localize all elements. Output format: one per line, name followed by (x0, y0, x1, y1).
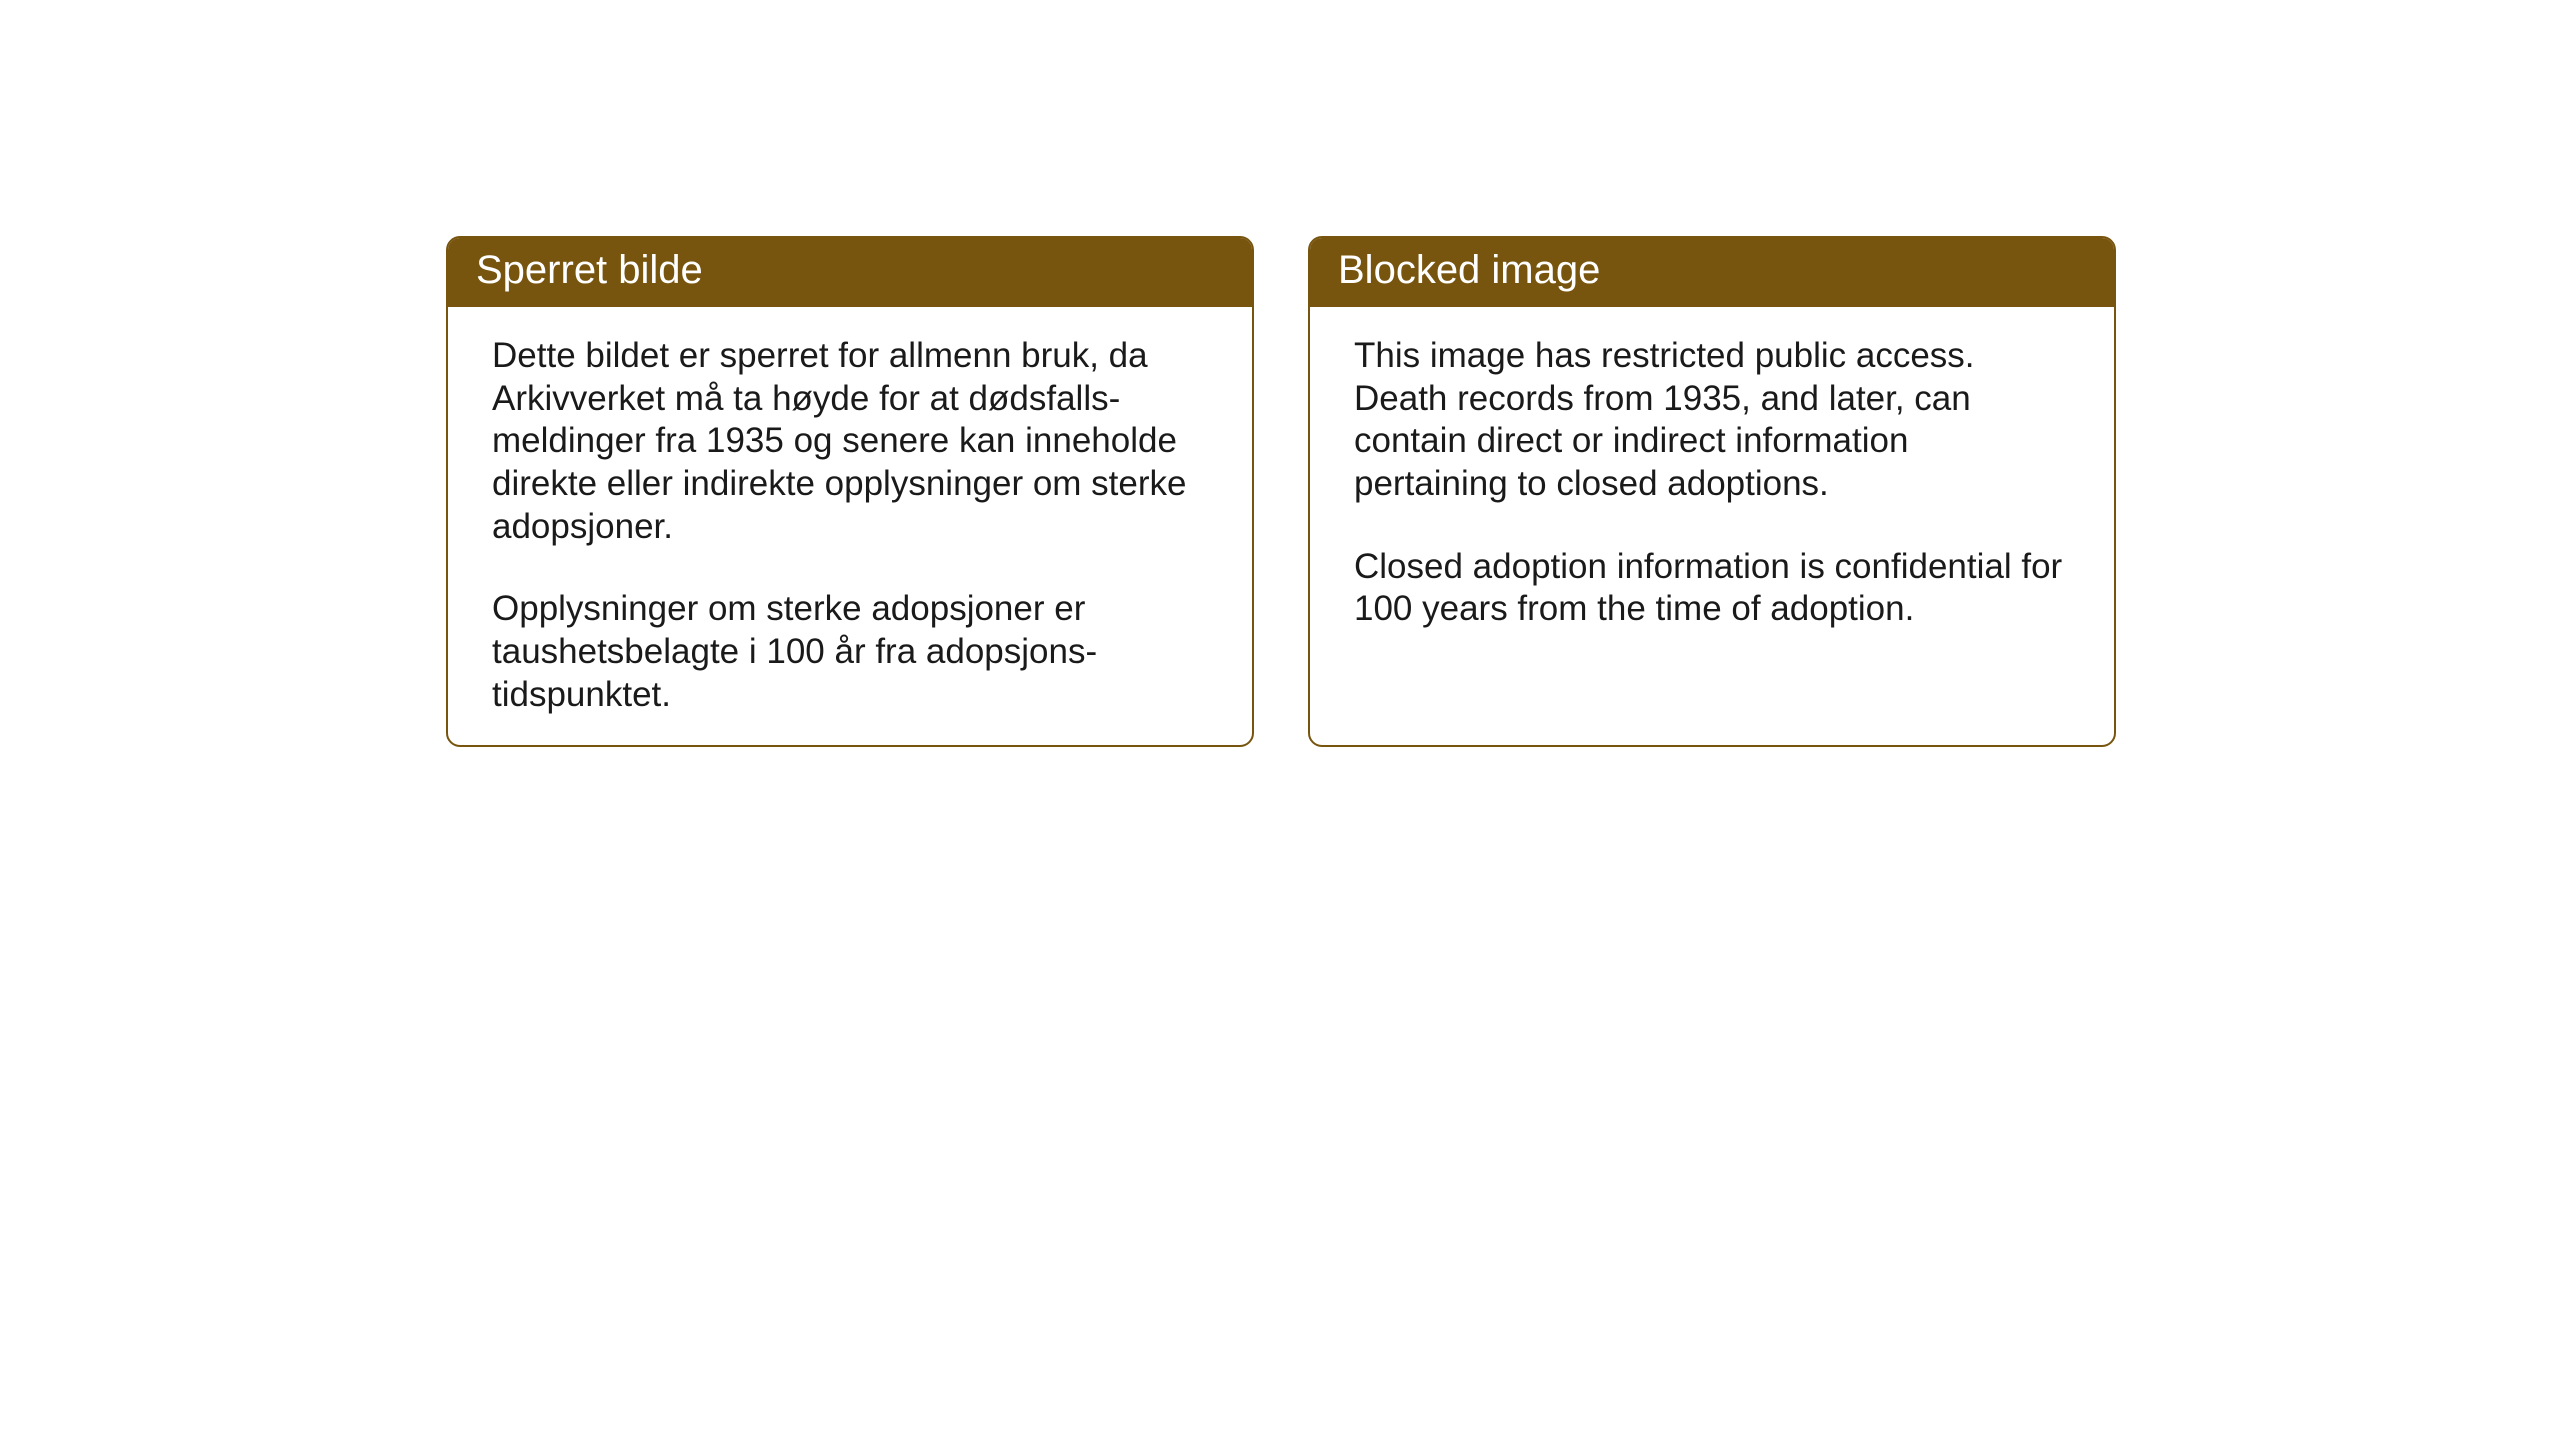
notice-box-english: Blocked image This image has restricted … (1308, 236, 2116, 747)
notice-paragraph: Closed adoption information is confident… (1354, 546, 2070, 631)
notice-paragraph: Dette bildet er sperret for allmenn bruk… (492, 335, 1208, 548)
notice-body-english: This image has restricted public access.… (1310, 307, 2114, 659)
notice-container: Sperret bilde Dette bildet er sperret fo… (446, 236, 2116, 747)
notice-paragraph: Opplysninger om sterke adopsjoner er tau… (492, 588, 1208, 716)
notice-paragraph: This image has restricted public access.… (1354, 335, 2070, 506)
notice-header-norwegian: Sperret bilde (448, 238, 1252, 307)
notice-header-english: Blocked image (1310, 238, 2114, 307)
notice-body-norwegian: Dette bildet er sperret for allmenn bruk… (448, 307, 1252, 745)
notice-box-norwegian: Sperret bilde Dette bildet er sperret fo… (446, 236, 1254, 747)
